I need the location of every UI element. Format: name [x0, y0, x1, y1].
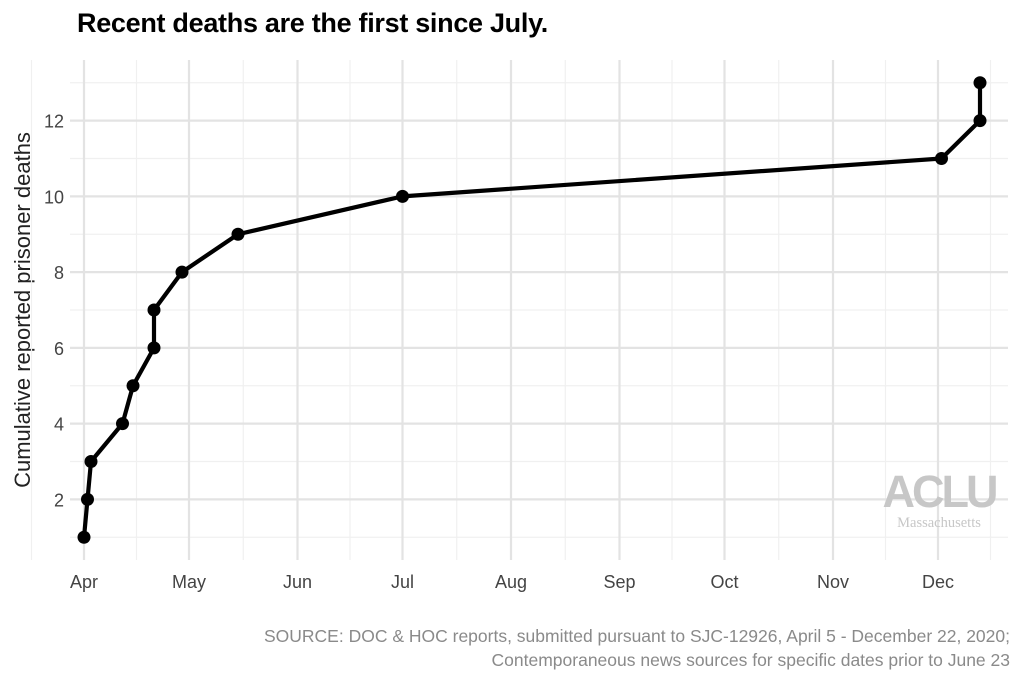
data-point [84, 455, 98, 469]
source-line-2: Contemporaneous news sources for specifi… [491, 650, 1010, 670]
data-point [126, 379, 140, 393]
x-tick-label: Jun [283, 572, 312, 592]
x-tick-label: May [172, 572, 206, 592]
x-tick-label: Apr [70, 572, 98, 592]
data-point [973, 114, 987, 128]
aclu-logo-mark: ACLU [882, 466, 999, 517]
source-note: SOURCE: DOC & HOC reports, submitted pur… [264, 624, 1010, 672]
x-tick-label: Jul [391, 572, 414, 592]
y-tick-label: 10 [44, 187, 64, 207]
data-point [81, 492, 94, 506]
data-point [147, 341, 161, 355]
x-tick-label: Oct [710, 572, 738, 592]
y-tick-label: 4 [54, 415, 64, 435]
series-deaths [77, 76, 987, 544]
data-point [231, 227, 245, 241]
data-point [116, 417, 129, 431]
data-point [175, 265, 189, 279]
chart-title: Recent deaths are the first since July. [77, 8, 548, 38]
y-tick-label: 8 [54, 263, 64, 283]
y-tick-labels: 2 4 6 8 10 12 [44, 112, 64, 511]
y-tick-label: 6 [54, 339, 64, 359]
data-point [77, 530, 91, 544]
major-gridlines [70, 60, 1008, 560]
source-line-1: SOURCE: DOC & HOC reports, submitted pur… [263, 626, 1010, 646]
data-point [147, 303, 161, 317]
x-tick-labels: Apr May Jun Jul Aug Sep Oct Nov Dec [70, 572, 954, 592]
x-tick-label: Dec [922, 572, 954, 592]
y-tick-label: 12 [44, 112, 64, 132]
aclu-massachusetts-logo: ACLU Massachusetts [880, 466, 999, 532]
y-tick-label: 2 [54, 490, 64, 510]
aclu-logo-subtitle: Massachusetts [897, 515, 981, 531]
x-tick-label: Sep [603, 572, 635, 592]
data-point [935, 151, 948, 165]
x-tick-label: Aug [495, 572, 527, 592]
data-point [396, 189, 409, 203]
x-tick-label: Nov [817, 572, 849, 592]
data-point [973, 76, 987, 90]
minor-gridlines [30, 60, 1008, 560]
